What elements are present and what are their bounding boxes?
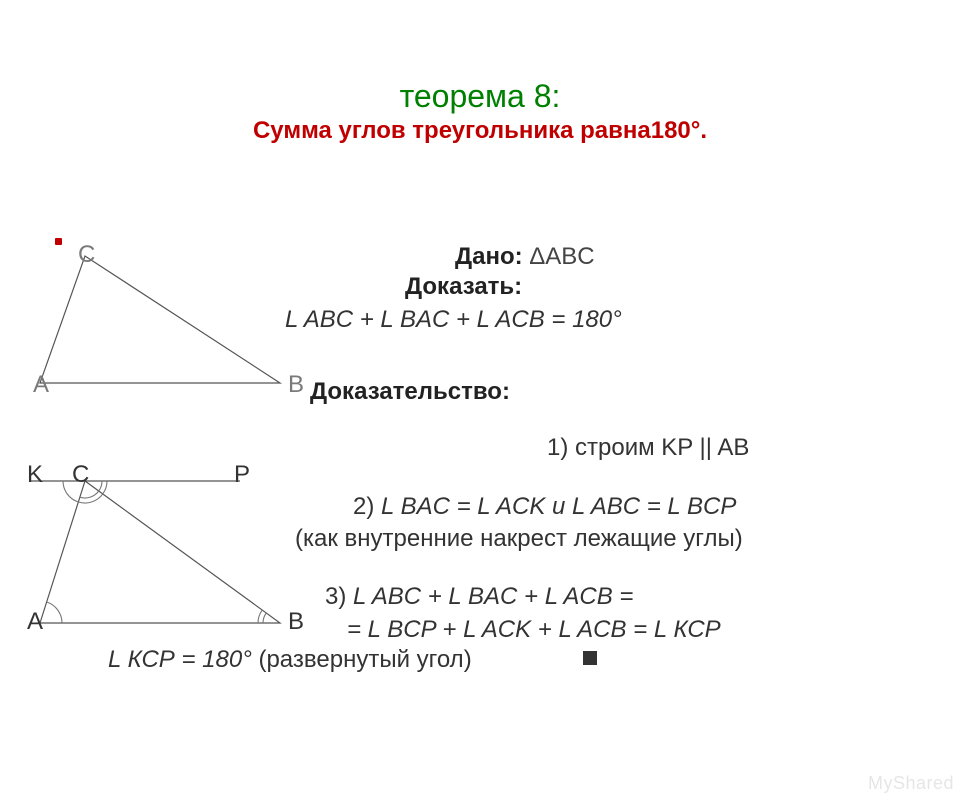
fig2-label-C: C xyxy=(72,461,89,489)
figure-2-triangle xyxy=(0,78,960,798)
fig2-label-A: A xyxy=(27,608,43,636)
fig2-label-K: K xyxy=(27,461,43,489)
fig2-label-B: B xyxy=(288,608,304,636)
watermark: MyShared xyxy=(868,773,954,794)
fig2-label-P: P xyxy=(234,461,250,489)
